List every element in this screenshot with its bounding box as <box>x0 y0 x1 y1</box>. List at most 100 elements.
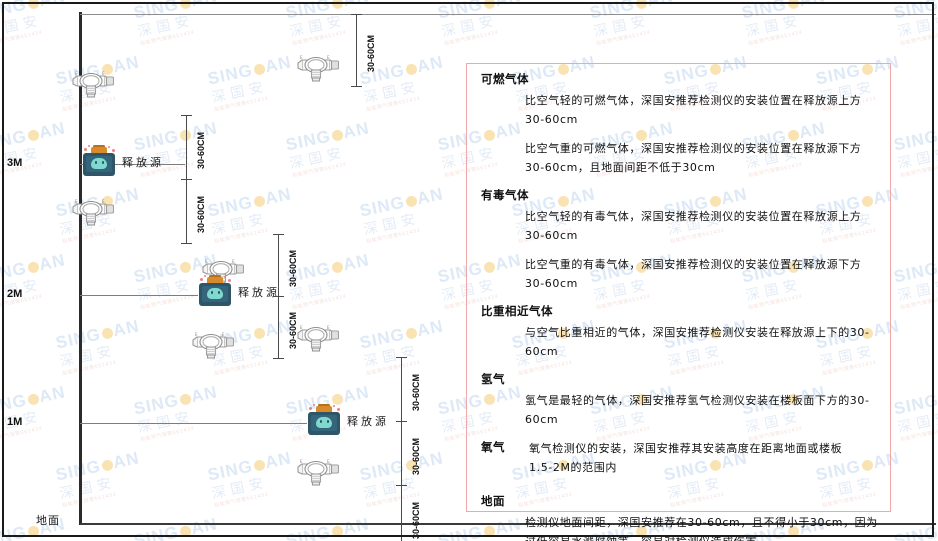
dimension-label: 30-60CM <box>196 131 206 169</box>
height-line-2m <box>80 295 198 296</box>
guideline-section-title: 氢气 <box>481 372 505 386</box>
guideline-paragraph: 比空气重的有毒气体，深国安推荐检测仪的安装位置在释放源下方30-60cm <box>525 258 862 290</box>
dimension-label: 30-60CM <box>411 501 421 539</box>
guideline-section: 氢气氢气是最轻的气体，深国安推荐氢气检测仪安装在楼板面下方的30-60cm <box>481 371 880 429</box>
dimension-tick <box>396 357 407 358</box>
release-source-icon <box>307 404 341 436</box>
height-line-3m <box>80 164 185 165</box>
svg-text:E: E <box>327 55 330 60</box>
dimension-line <box>356 14 357 86</box>
watermark-brand-cn: 深国安 <box>896 12 938 41</box>
source-cap-top <box>93 145 105 148</box>
svg-text:E: E <box>232 259 235 264</box>
svg-text:E: E <box>327 325 330 330</box>
source-eye-left <box>95 161 97 164</box>
source-gas-blob <box>316 417 332 428</box>
guideline-paragraph: 氢气是最轻的气体，深国安推荐氢气检测仪安装在楼板面下方的30-60cm <box>525 394 870 426</box>
guideline-section: 地面检测仪地面间距，深国安推荐在30-60cm，且不得小于30cm，因为过低容易… <box>481 493 880 541</box>
guideline-section: 有毒气体 比空气轻的有毒气体，深国安推荐检测仪的安装位置在释放源上方30-60cm… <box>481 187 880 293</box>
source-cap <box>316 406 332 414</box>
watermark-subtext: 智能燃气报警661434 <box>899 425 938 444</box>
dimension-label: 30-60CM <box>288 249 298 287</box>
spark-icon <box>224 276 226 278</box>
dimension-tick <box>181 243 192 244</box>
watermark-subtext: 智能燃气报警661434 <box>595 29 652 48</box>
dimension-tick <box>273 234 284 235</box>
source-cap-top <box>318 404 330 407</box>
guideline-paragraph: 比空气轻的可燃气体，深国安推荐检测仪的安装位置在释放源上方30-60cm <box>525 94 862 126</box>
guideline-section: 氧气 氧气检测仪的安装，深国安推荐其安装高度在距离地面或楼板1.5-2M的范围内 <box>481 439 880 487</box>
guideline-section-title: 地面 <box>481 494 505 508</box>
ground-line <box>80 523 936 525</box>
spark-icon <box>309 407 312 410</box>
svg-text:E: E <box>195 332 198 337</box>
dimension-tick <box>351 14 362 15</box>
watermark-dot-icon <box>634 0 648 10</box>
spark-icon <box>337 408 340 411</box>
dimension-tick <box>181 115 192 116</box>
height-line-1m <box>80 423 307 424</box>
spark-icon <box>88 145 90 147</box>
dimension-label: 30-60CM <box>288 311 298 349</box>
svg-text:E: E <box>300 55 303 60</box>
guideline-section: 可燃气体 比空气轻的可燃气体，深国安推荐检测仪的安装位置在释放源上方30-60cm… <box>481 71 880 177</box>
source-gas-blob <box>91 158 107 169</box>
vertical-axis <box>79 12 82 525</box>
guideline-section: 比重相近气体 与空气比重相近的气体，深国安推荐检测仪安装在释放源上下的30-60c… <box>481 303 880 361</box>
gas-installation-guidelines-panel: 可燃气体 比空气轻的可燃气体，深国安推荐检测仪的安装位置在释放源上方30-60cm… <box>466 63 891 541</box>
spark-icon <box>228 279 231 282</box>
ceiling-line <box>80 14 936 15</box>
dimension-tick <box>181 179 192 180</box>
watermark-brand-cn: 深国安 <box>592 12 652 41</box>
spark-icon <box>108 146 110 148</box>
watermark-brand-cn: 深国安 <box>896 408 938 437</box>
watermark-dot-icon <box>482 0 496 10</box>
release-source-icon <box>82 145 116 177</box>
watermark-brand-cn: 深国安 <box>896 276 938 305</box>
dimension-label: 30-60CM <box>196 195 206 233</box>
source-eye-right <box>102 161 104 164</box>
axis-label-2m: 2M <box>7 288 23 300</box>
source-cap <box>207 277 223 285</box>
dimension-tick <box>273 358 284 359</box>
watermark-subtext: 智能燃气报警661434 <box>899 293 938 312</box>
watermark-brand-cn: 深国安 <box>896 144 938 173</box>
svg-text:E: E <box>75 71 78 76</box>
axis-label-3m: 3M <box>7 157 23 169</box>
source-cap-top <box>209 275 221 278</box>
guideline-paragraph: 检测仪地面间距，深国安推荐在30-60cm，且不得小于30cm，因为过低容易水溅… <box>525 516 878 541</box>
release-source-label: 释放源 <box>122 156 164 169</box>
axis-label-1m: 1M <box>7 416 23 428</box>
spark-icon <box>204 275 206 277</box>
spark-icon <box>84 148 87 151</box>
spark-icon <box>200 278 203 281</box>
source-eye-right <box>327 420 329 423</box>
watermark-brand-cn: 深国安 <box>744 12 804 41</box>
watermark-subtext: 智能燃气报警661434 <box>899 29 938 48</box>
guideline-paragraph: 比空气重的可燃气体，深国安推荐检测仪的安装位置在释放源下方30-60cm，且地面… <box>525 142 862 174</box>
svg-text:E: E <box>102 199 105 204</box>
source-eye-left <box>320 420 322 423</box>
dimension-tick <box>351 86 362 87</box>
guideline-section-title: 比重相近气体 <box>481 304 553 318</box>
guideline-paragraph: 比空气轻的有毒气体，深国安推荐检测仪的安装位置在释放源上方30-60cm <box>525 210 862 242</box>
watermark-brand-cn: 深国安 <box>896 532 938 541</box>
source-eye-right <box>218 291 220 294</box>
dimension-tick <box>396 485 407 486</box>
spark-icon <box>313 404 315 406</box>
